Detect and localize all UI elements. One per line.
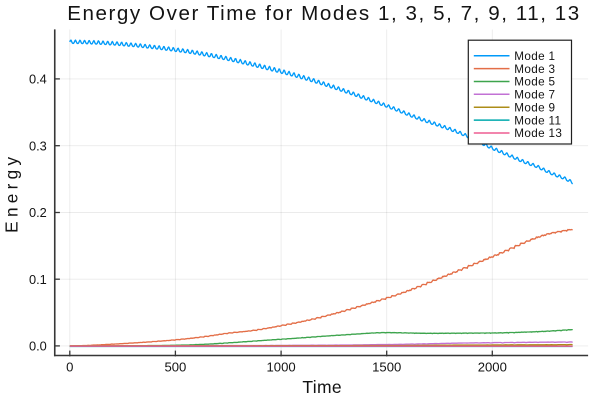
svg-text:Mode 9: Mode 9: [514, 101, 555, 114]
svg-text:0: 0: [66, 359, 73, 374]
svg-text:Mode 3: Mode 3: [514, 63, 555, 76]
svg-text:Mode 5: Mode 5: [514, 76, 555, 89]
svg-text:0.1: 0.1: [29, 272, 47, 287]
svg-text:500: 500: [164, 359, 186, 374]
svg-text:0.0: 0.0: [29, 339, 47, 354]
svg-text:0.4: 0.4: [29, 72, 47, 87]
svg-text:2000: 2000: [478, 359, 507, 374]
svg-text:1000: 1000: [267, 359, 296, 374]
svg-text:1500: 1500: [372, 359, 401, 374]
svg-text:Energy: Energy: [1, 153, 21, 233]
svg-text:Mode 7: Mode 7: [514, 89, 555, 102]
svg-text:0.2: 0.2: [29, 205, 47, 220]
svg-text:Time: Time: [302, 377, 342, 397]
svg-text:0.3: 0.3: [29, 138, 47, 153]
svg-text:Mode 11: Mode 11: [514, 114, 561, 127]
svg-text:Energy Over Time for Modes 1,: Energy Over Time for Modes 1, 3, 5, 7, 9…: [67, 2, 581, 25]
svg-text:Mode 13: Mode 13: [514, 127, 562, 140]
svg-text:Mode 1: Mode 1: [514, 50, 555, 63]
